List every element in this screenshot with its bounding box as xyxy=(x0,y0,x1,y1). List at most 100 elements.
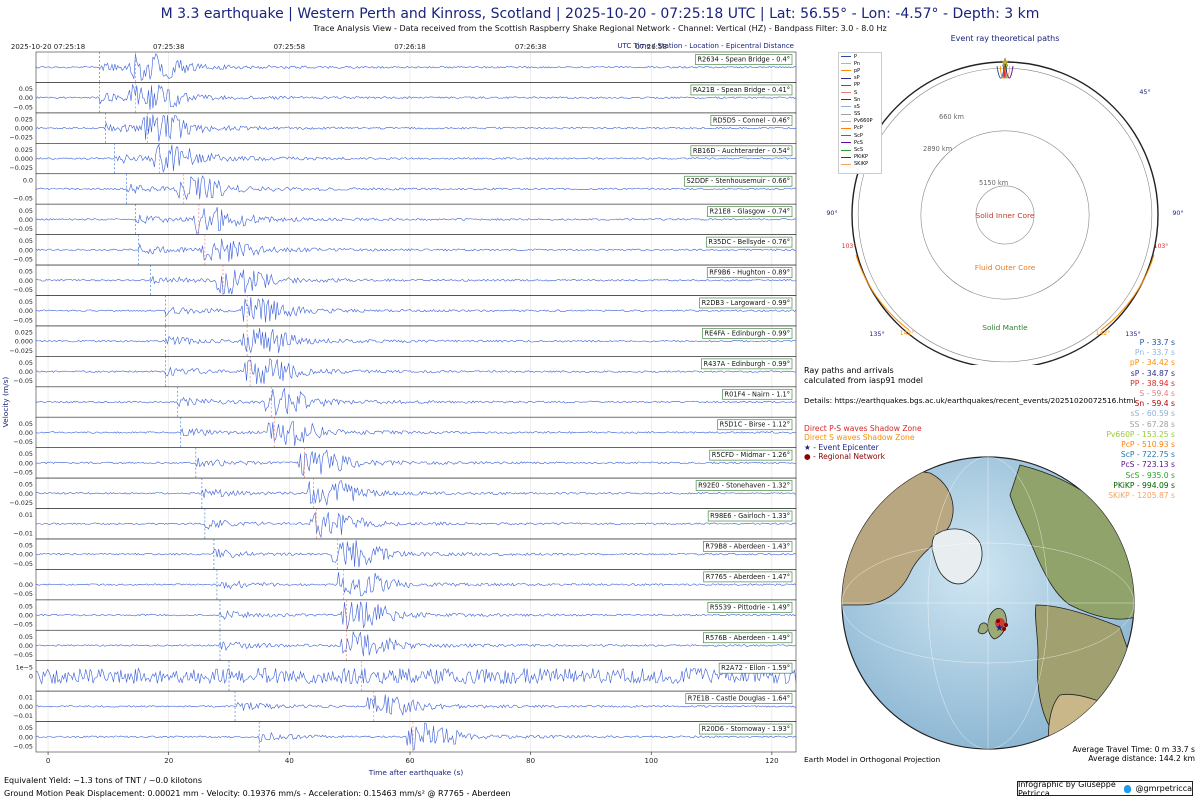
depth-label: 660 km xyxy=(939,113,964,121)
station-label-box xyxy=(722,388,793,400)
ray-panel-title: Event ray theoretical paths xyxy=(951,34,1060,43)
credit-name: Infographic by Giuseppe Petricca xyxy=(1018,779,1116,798)
legend-label: SKiKP xyxy=(854,161,869,168)
y-tick-label: 0.00 xyxy=(19,429,33,437)
earth-region-label: Fluid Outer Core xyxy=(975,263,1036,272)
y-tick-label: −0.05 xyxy=(13,469,33,477)
seismic-trace xyxy=(35,269,797,295)
station-label: RA21B - Spean Bridge - 0.41° xyxy=(693,86,790,94)
arrival-time: PcS - 723.13 s xyxy=(1120,460,1175,470)
legend-item: PP xyxy=(839,82,881,89)
arrival-time: S - 59.4 s xyxy=(1139,389,1175,399)
y-tick-label: 0 xyxy=(29,672,33,680)
station-label-box xyxy=(685,693,793,704)
station-label: R7765 - Aberdeen - 1.47° xyxy=(706,573,790,581)
y-tick-label: −0.025 xyxy=(9,347,33,355)
station-label: R7E1B - Castle Douglas - 1.64° xyxy=(688,695,790,703)
shadow-s-label: Direct S waves Shadow Zone xyxy=(804,433,915,443)
ray-path-diagram: Event ray theoretical paths 660 km 2890 km… xyxy=(826,34,1184,365)
depth-label: 5150 km xyxy=(979,179,1008,187)
shadow-angle-label: 103° xyxy=(1154,243,1168,250)
legend-line xyxy=(841,106,851,108)
legend-label: sS xyxy=(854,103,860,110)
station-label-box xyxy=(690,84,793,96)
shadow-zone-arc xyxy=(855,254,910,331)
utc-tick-label: 07:25:58 xyxy=(274,43,305,51)
seismic-trace xyxy=(35,327,797,354)
legend-label: PKiKP xyxy=(854,154,868,161)
legend-line xyxy=(841,92,851,94)
station-label-box xyxy=(699,723,793,735)
y-tick-label: −0.05 xyxy=(13,560,33,568)
station-label-box xyxy=(702,328,793,339)
seismic-trace xyxy=(35,114,797,142)
seismic-trace xyxy=(35,175,797,201)
y-tick-label: 0.000 xyxy=(15,125,33,133)
angle-label: 90° xyxy=(826,209,837,217)
trace-row: 0.050.00−0.05 R576B - Aberdeen - 1.49° xyxy=(13,629,797,661)
legend-item: Pn xyxy=(839,60,881,67)
y-tick-label: −0.01 xyxy=(13,529,33,537)
twitter-bird-icon xyxy=(1123,784,1132,793)
legend-line xyxy=(841,99,851,101)
y-tick-label: −0.05 xyxy=(13,225,33,233)
y-tick-label: 0.05 xyxy=(19,420,33,428)
y-tick-label: 0.05 xyxy=(19,542,33,550)
station-label-box xyxy=(706,236,793,248)
seismic-trace xyxy=(35,357,797,385)
arrival-time: ScS - 935.0 s xyxy=(1125,470,1176,480)
y-tick-label: 0.00 xyxy=(19,642,33,650)
station-label: R2634 - Spean Bridge - 0.4° xyxy=(697,56,790,64)
x-tick-label: 100 xyxy=(645,757,658,765)
station-label-box xyxy=(701,358,793,370)
legend-label: Pn xyxy=(854,60,861,67)
station-label: R35DC - Bellsyde - 0.76° xyxy=(708,238,790,246)
trace-frame xyxy=(35,325,797,357)
station-label-box xyxy=(710,115,793,126)
y-tick-label: −0.05 xyxy=(13,742,33,750)
station-label-box xyxy=(684,175,793,187)
trace-row: R01F4 - Nairn - 1.1° xyxy=(35,386,797,418)
station-label: S2DDF - Stenhousemuir - 0.66° xyxy=(687,177,791,185)
y-tick-label: 0.00 xyxy=(19,94,33,102)
seismic-trace xyxy=(35,480,796,506)
station-label: R98E6 - Gairloch - 1.33° xyxy=(710,512,790,520)
legend-label: pP xyxy=(854,67,861,74)
station-label-box xyxy=(707,601,793,613)
epicenter-star: ★ xyxy=(1000,56,1010,69)
average-distance: Average distance: 144.2 km xyxy=(1088,754,1195,764)
station-label-box xyxy=(703,541,793,552)
legend-item: S xyxy=(839,89,881,96)
seismic-trace xyxy=(35,601,797,630)
seismic-trace xyxy=(35,572,797,597)
utc-header: UTC Time / Station - Location - Epicentr… xyxy=(617,42,794,50)
seismogram-chart: 2025-10-20 07:25:18 07:25:38 07:25:58 07:26… xyxy=(1,42,797,777)
y-tick-label: 0.00 xyxy=(19,277,33,285)
average-travel-time: Average Travel Time: 0 m 33.7 s xyxy=(1072,745,1195,754)
utc-tick-label: 07:26:38 xyxy=(515,43,546,51)
shadow-angle-label: 142° xyxy=(1096,330,1110,337)
trace-row: 0.01 −0.01 R98E6 - Gairloch - 1.33° xyxy=(13,508,797,540)
y-tick-label: −0.05 xyxy=(13,651,33,659)
y-tick-label: 0.00 xyxy=(19,703,33,711)
trace-row: 0.050.00−0.05 RA21B - Spean Bridge - 0.41… xyxy=(13,82,797,114)
arrival-times-list: P - 33.7 s Pn - 33.7 s pP - 34.42 s sP - 34… xyxy=(1010,338,1175,501)
trace-row: 1e−50 R2A72 - Ellon - 1.59° xyxy=(16,660,797,692)
trace-row: 0.050.00−0.05 R5D1C - Birse - 1.12° xyxy=(13,416,797,448)
credit-handle[interactable]: @gmrpetricca xyxy=(1135,784,1192,793)
legend-line xyxy=(841,135,851,137)
station-label: R79B8 - Aberdeen - 1.43° xyxy=(705,542,790,550)
seismic-trace xyxy=(35,388,797,416)
station-label: R20D6 - Stornoway - 1.93° xyxy=(702,725,790,733)
y-tick-label: −0.025 xyxy=(9,134,33,142)
legend-label: S xyxy=(854,89,858,96)
station-label: R01F4 - Nairn - 1.1° xyxy=(725,390,790,398)
trace-row: 0.050.00−0.025 R92E0 - Stonehaven - 1.32° xyxy=(9,477,797,509)
north-africa-landmass xyxy=(1048,693,1134,749)
earth-region-label: Solid Mantle xyxy=(982,323,1028,332)
details-link[interactable]: Details: https://earthquakes.bgs.ac.uk/e… xyxy=(804,396,1136,405)
station-label-box xyxy=(699,297,793,309)
epicenter-star: ★ xyxy=(995,623,1004,634)
utc-tick-label: 07:26:18 xyxy=(394,43,425,51)
